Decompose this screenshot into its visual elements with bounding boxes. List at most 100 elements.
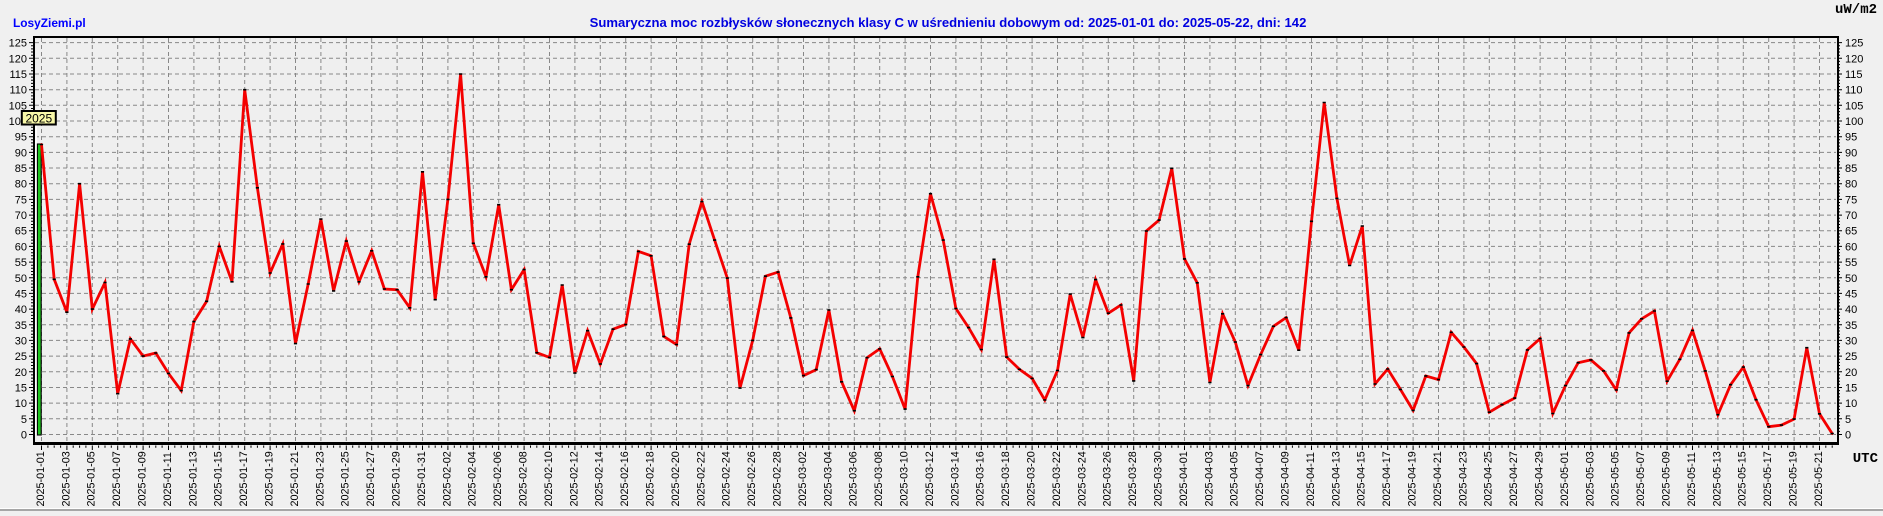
svg-text:2025-04-11: 2025-04-11	[1305, 452, 1317, 506]
svg-text:2025-03-08: 2025-03-08	[873, 451, 885, 506]
svg-text:2025-05-15: 2025-05-15	[1737, 451, 1749, 506]
svg-text:80: 80	[1845, 179, 1857, 191]
svg-text:90: 90	[1845, 147, 1857, 159]
svg-text:25: 25	[15, 351, 27, 363]
svg-text:2025-04-27: 2025-04-27	[1508, 451, 1520, 506]
svg-text:2025-01-09: 2025-01-09	[137, 451, 149, 506]
svg-text:85: 85	[1845, 163, 1857, 175]
svg-text:50: 50	[15, 273, 27, 285]
svg-text:125: 125	[9, 38, 27, 50]
svg-text:2025-02-06: 2025-02-06	[492, 451, 504, 506]
svg-text:2025-04-21: 2025-04-21	[1432, 451, 1444, 506]
svg-text:2025-01-19: 2025-01-19	[264, 451, 276, 506]
svg-text:2025-01-03: 2025-01-03	[60, 451, 72, 506]
svg-text:2025-02-12: 2025-02-12	[568, 451, 580, 506]
svg-text:50: 50	[1845, 273, 1857, 285]
svg-text:105: 105	[9, 100, 27, 112]
svg-text:20: 20	[15, 367, 27, 379]
svg-text:85: 85	[15, 163, 27, 175]
svg-text:2025-01-27: 2025-01-27	[365, 451, 377, 506]
svg-text:2025-03-28: 2025-03-28	[1127, 451, 1139, 506]
svg-text:2025-01-13: 2025-01-13	[187, 451, 199, 506]
svg-text:2025-03-06: 2025-03-06	[848, 451, 860, 506]
svg-text:2025-01-15: 2025-01-15	[213, 451, 225, 506]
svg-text:55: 55	[15, 257, 27, 269]
svg-text:2025-03-02: 2025-03-02	[797, 451, 809, 506]
svg-text:2025-04-01: 2025-04-01	[1178, 451, 1190, 506]
svg-text:2025-02-08: 2025-02-08	[518, 451, 530, 506]
svg-text:45: 45	[15, 288, 27, 300]
svg-text:2025-05-03: 2025-05-03	[1584, 451, 1596, 506]
svg-text:2025-01-23: 2025-01-23	[314, 451, 326, 506]
svg-text:25: 25	[1845, 351, 1857, 363]
svg-text:2025-02-02: 2025-02-02	[441, 451, 453, 506]
svg-text:75: 75	[1845, 194, 1857, 206]
svg-text:2025-02-28: 2025-02-28	[772, 451, 784, 506]
svg-text:2025-01-29: 2025-01-29	[391, 451, 403, 506]
svg-text:30: 30	[15, 335, 27, 347]
svg-text:90: 90	[15, 147, 27, 159]
svg-text:2025-05-17: 2025-05-17	[1762, 451, 1774, 506]
svg-text:2025-05-11: 2025-05-11	[1686, 452, 1698, 506]
svg-text:95: 95	[15, 132, 27, 144]
svg-text:125: 125	[1845, 38, 1863, 50]
svg-text:2025-03-18: 2025-03-18	[1000, 451, 1012, 506]
svg-text:2025-03-26: 2025-03-26	[1102, 451, 1114, 506]
svg-text:2025-05-19: 2025-05-19	[1788, 451, 1800, 506]
svg-text:2025-05-21: 2025-05-21	[1813, 451, 1825, 506]
svg-text:75: 75	[15, 194, 27, 206]
svg-text:2025-04-09: 2025-04-09	[1280, 451, 1292, 506]
svg-text:115: 115	[9, 69, 27, 81]
svg-text:2025-05-09: 2025-05-09	[1661, 451, 1673, 506]
svg-text:UTC: UTC	[1853, 451, 1879, 467]
svg-text:2025-03-14: 2025-03-14	[949, 451, 961, 506]
svg-text:2025-02-22: 2025-02-22	[695, 451, 707, 506]
svg-text:60: 60	[15, 241, 27, 253]
svg-text:Sumaryczna moc rozbłysków słon: Sumaryczna moc rozbłysków słonecznych kl…	[590, 15, 1307, 30]
svg-text:2025-01-25: 2025-01-25	[340, 451, 352, 506]
svg-text:2025-02-04: 2025-02-04	[467, 451, 479, 506]
svg-text:5: 5	[21, 414, 27, 426]
svg-text:2025-05-13: 2025-05-13	[1711, 451, 1723, 506]
svg-text:2025-03-12: 2025-03-12	[924, 451, 936, 506]
svg-text:2025-04-05: 2025-04-05	[1229, 451, 1241, 506]
svg-text:2025-04-19: 2025-04-19	[1407, 451, 1419, 506]
svg-text:105: 105	[1845, 100, 1863, 112]
svg-text:uW/m2: uW/m2	[1835, 2, 1877, 18]
svg-text:2025-03-04: 2025-03-04	[822, 451, 834, 506]
svg-text:2025-04-03: 2025-04-03	[1203, 451, 1215, 506]
svg-text:65: 65	[1845, 226, 1857, 238]
svg-text:65: 65	[15, 226, 27, 238]
svg-text:15: 15	[15, 383, 27, 395]
svg-text:2025-04-17: 2025-04-17	[1381, 451, 1393, 506]
svg-text:2025-01-11: 2025-01-11	[162, 452, 174, 506]
svg-text:40: 40	[1845, 304, 1857, 316]
svg-text:35: 35	[15, 320, 27, 332]
svg-text:2025-01-07: 2025-01-07	[111, 451, 123, 506]
svg-text:2025-04-07: 2025-04-07	[1254, 451, 1266, 506]
svg-text:2025-03-30: 2025-03-30	[1153, 451, 1165, 506]
svg-text:120: 120	[9, 53, 27, 65]
svg-text:2025-04-13: 2025-04-13	[1330, 451, 1342, 506]
svg-text:2025-02-26: 2025-02-26	[746, 451, 758, 506]
svg-text:0: 0	[1845, 430, 1851, 442]
svg-text:2025-03-20: 2025-03-20	[1026, 451, 1038, 506]
svg-text:LosyZiemi.pl: LosyZiemi.pl	[13, 16, 86, 30]
svg-text:70: 70	[1845, 210, 1857, 222]
svg-text:40: 40	[15, 304, 27, 316]
svg-text:2025-02-18: 2025-02-18	[645, 451, 657, 506]
svg-text:115: 115	[1845, 69, 1863, 81]
svg-text:2025-01-31: 2025-01-31	[416, 451, 428, 506]
svg-text:60: 60	[1845, 241, 1857, 253]
svg-text:80: 80	[15, 179, 27, 191]
svg-text:2025-02-10: 2025-02-10	[543, 451, 555, 506]
svg-text:2025-01-17: 2025-01-17	[238, 451, 250, 506]
svg-text:2025-04-15: 2025-04-15	[1356, 451, 1368, 506]
svg-text:2025-02-20: 2025-02-20	[670, 451, 682, 506]
svg-text:2025-05-01: 2025-05-01	[1559, 451, 1571, 506]
svg-text:20: 20	[1845, 367, 1857, 379]
svg-text:2025-03-22: 2025-03-22	[1051, 451, 1063, 506]
svg-text:2025-02-16: 2025-02-16	[619, 451, 631, 506]
svg-text:2025-02-14: 2025-02-14	[594, 451, 606, 506]
svg-text:100: 100	[1845, 116, 1863, 128]
